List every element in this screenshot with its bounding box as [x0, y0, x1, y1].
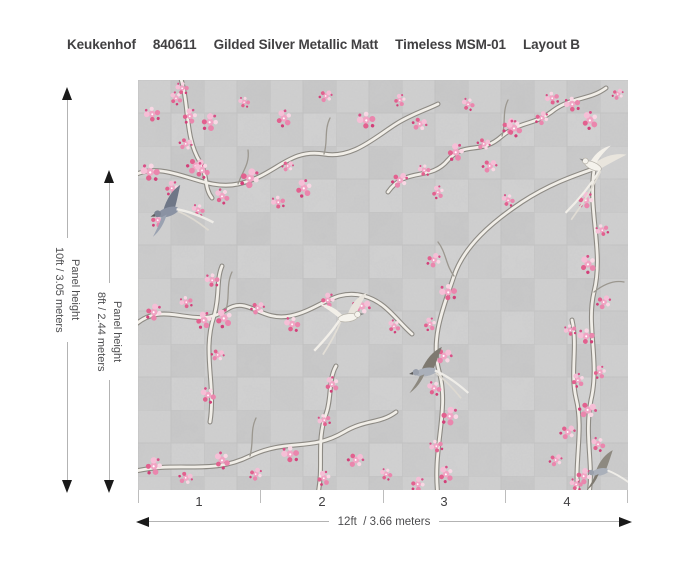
arrow-right-icon [619, 516, 632, 527]
dimension-label: Panel height 8ft / 2.44 meters [93, 283, 125, 380]
bird-motif-white-top-right [564, 145, 627, 221]
arrow-down-icon [104, 480, 114, 494]
total-width-dimension: 12ft / 3.66 meters [136, 515, 632, 528]
design-code: Timeless MSM-01 [395, 37, 506, 52]
bird-motif-swallow-left [150, 184, 215, 237]
arrow-down-icon [62, 480, 72, 494]
header: Keukenhof 840611 Gilded Silver Metallic … [67, 37, 580, 52]
ruler-tick [138, 490, 139, 503]
panel-height-value: 8ft / 2.44 meters [95, 291, 107, 372]
bird-motif-gray-center [409, 346, 470, 399]
ruler-tick [627, 490, 628, 503]
ruler-tick [383, 490, 384, 503]
panel-height-dimension-8ft: Panel height 8ft / 2.44 meters [87, 170, 131, 494]
panel-number-4: 4 [563, 494, 571, 509]
finish-name: Gilded Silver Metallic Matt [213, 37, 379, 52]
ruler-tick [260, 490, 261, 503]
dimension-line [108, 183, 110, 283]
arrow-up-icon [62, 87, 72, 100]
panel-number-2: 2 [318, 494, 326, 509]
arrow-up-icon [104, 170, 114, 183]
panel-number-1: 1 [195, 494, 203, 509]
bird-motif-white-center [313, 292, 367, 356]
panel-ruler: 1 2 3 4 [138, 490, 628, 516]
panel-height-label: Panel height [111, 300, 123, 363]
wallpaper-art [138, 80, 628, 490]
silver-leaf-background [138, 80, 628, 490]
dimension-line [66, 341, 68, 481]
panel-height-dimension-10ft: Panel height 10ft / 3.05 meters [45, 87, 89, 494]
dimension-label: Panel height 10ft / 3.05 meters [51, 238, 83, 342]
dimension-line [66, 100, 68, 239]
panel-height-label: Panel height [69, 259, 81, 321]
branch-motifs [138, 80, 625, 490]
item-number: 840611 [152, 37, 197, 52]
panel-number-3: 3 [440, 494, 448, 509]
collection-name: Keukenhof [67, 37, 136, 52]
arrow-left-icon [136, 516, 149, 527]
wallpaper-preview [138, 80, 628, 490]
total-width-value: 12ft / 3.66 meters [337, 515, 431, 528]
bird-motif-gray-bottom-right [586, 450, 628, 490]
dimension-line [108, 380, 110, 481]
dimension-line [439, 521, 619, 522]
layout-label: Layout B [522, 37, 580, 52]
panel-height-value: 10ft / 3.05 meters [53, 247, 65, 333]
ruler-tick [505, 490, 506, 503]
dimension-line [149, 521, 329, 522]
